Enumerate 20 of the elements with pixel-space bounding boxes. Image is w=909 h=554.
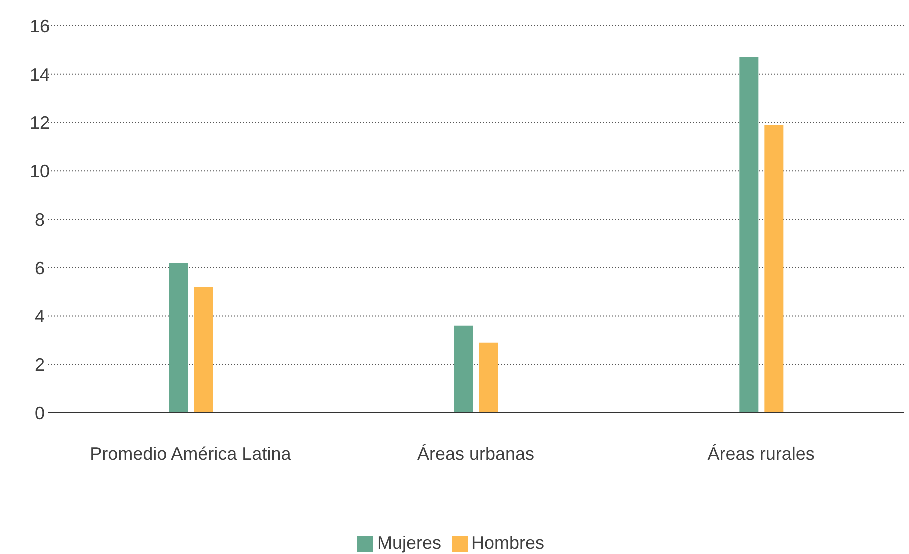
bar (169, 263, 188, 413)
legend-label: Mujeres (377, 533, 442, 553)
y-tick-label: 16 (30, 16, 50, 36)
y-tick-label: 2 (34, 355, 46, 376)
x-tick-label: Áreas rurales (708, 444, 815, 464)
legend-label: Hombres (472, 533, 545, 553)
x-tick-label: Promedio América Latina (90, 444, 292, 464)
y-tick-label: 8 (34, 210, 46, 230)
y-tick-label: 0 (34, 403, 46, 424)
y-tick-label: 12 (30, 113, 50, 134)
bar (479, 342, 498, 413)
y-tick-label: 14 (30, 64, 50, 85)
bar (740, 57, 759, 413)
bar (764, 125, 784, 413)
y-tick-label: 4 (34, 306, 46, 327)
y-tick-label: 6 (34, 258, 46, 278)
bar (454, 326, 474, 413)
x-tick-label: Áreas urbanas (417, 444, 535, 464)
bar (194, 287, 213, 413)
y-tick-label: 10 (30, 162, 50, 182)
